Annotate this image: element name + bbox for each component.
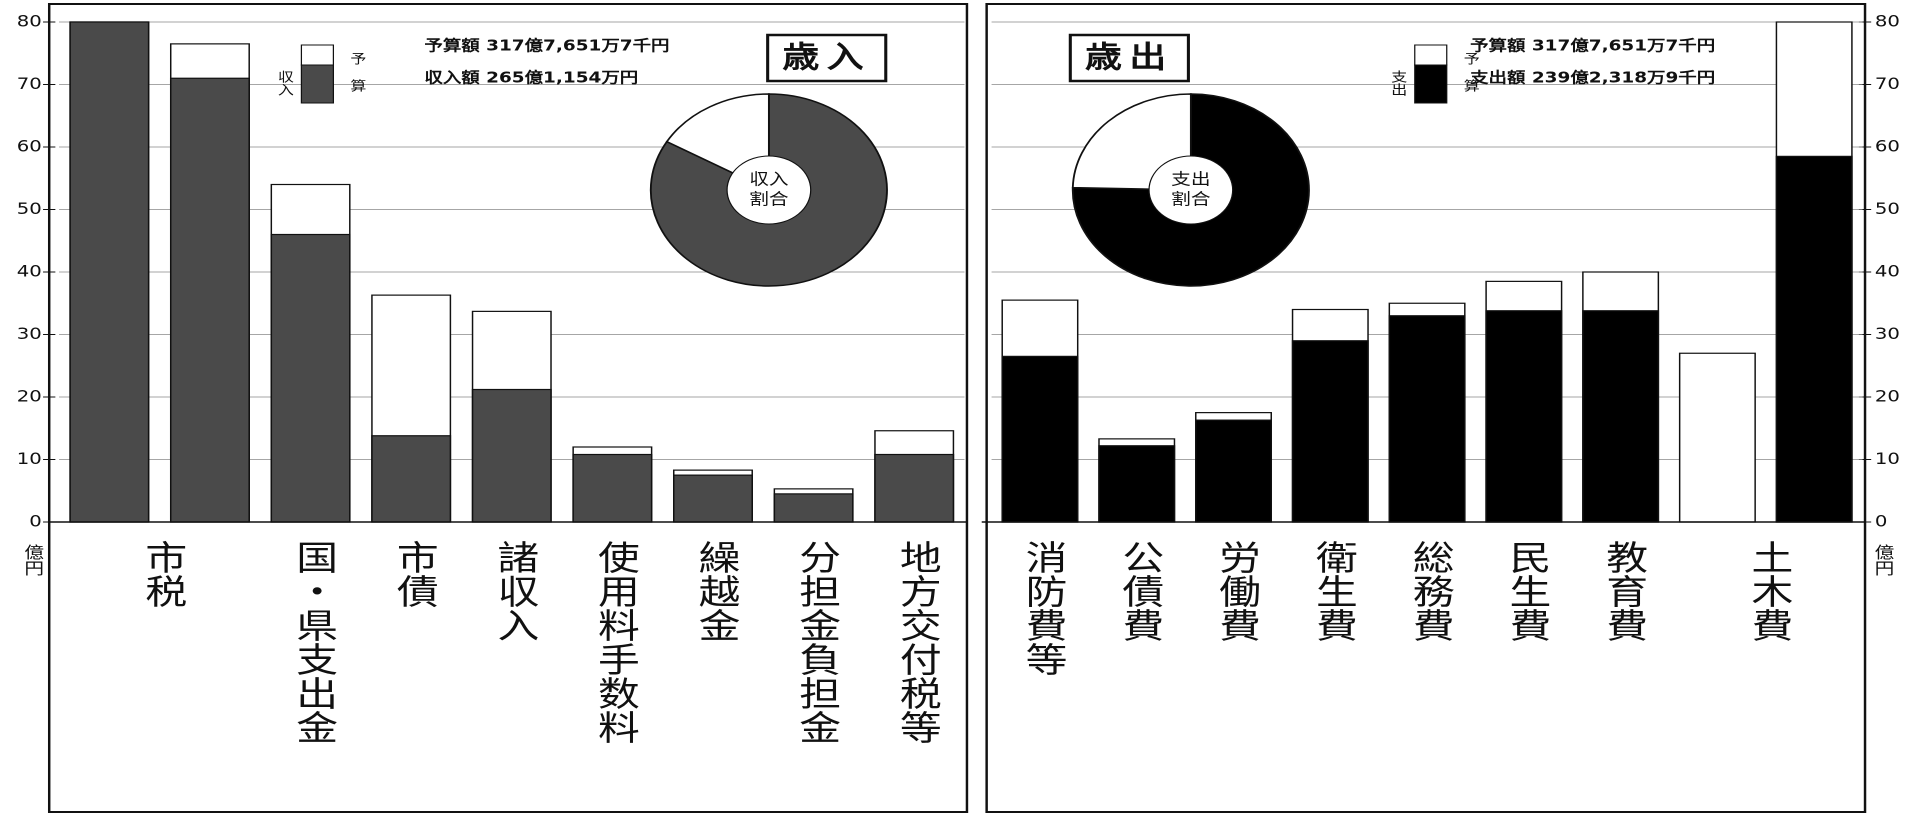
legend-label: 収入 — [275, 70, 294, 96]
legend-swatch — [1414, 44, 1448, 66]
y-unit: 億円 — [21, 544, 44, 577]
x-tick-label: 分担金負担金 — [792, 540, 840, 744]
x-tick-label: 総務費 — [1406, 540, 1454, 642]
actual-bar — [471, 388, 552, 523]
x-tick-label: 使用料手数料 — [591, 540, 639, 744]
left-panel — [47, 3, 969, 813]
actual-bar — [1195, 419, 1272, 523]
y-unit: 億円 — [1871, 544, 1894, 577]
legend-label: 支出 — [1389, 70, 1408, 96]
actual-bar — [1582, 310, 1660, 523]
x-tick-label: 市税 — [138, 540, 186, 609]
pie-hole — [726, 155, 812, 225]
actual-note: 支出額 239億2,318万9千円 — [1469, 68, 1715, 86]
legend-label: 予算 — [1461, 52, 1480, 106]
y-tick-label: 20 — [1875, 387, 1900, 406]
y-tick-label: 30 — [17, 325, 42, 344]
pie-label: 支出割合 — [1171, 170, 1210, 209]
y-tick-label: 60 — [17, 137, 42, 156]
x-tick-label: 繰越金 — [692, 540, 740, 642]
chart-title: 歳出 — [1085, 40, 1174, 75]
legend-swatch — [1414, 64, 1448, 104]
y-tick-label: 70 — [1875, 75, 1900, 94]
actual-bar — [1001, 355, 1079, 523]
title-box — [1068, 33, 1190, 83]
legend-swatch — [300, 64, 335, 104]
actual-bar — [1098, 445, 1176, 523]
y-tick-label: 0 — [1875, 512, 1888, 531]
y-tick-label: 0 — [29, 512, 42, 531]
legend-label: 予算 — [348, 52, 367, 106]
y-tick-label: 60 — [1875, 137, 1900, 156]
y-tick-label: 70 — [17, 75, 42, 94]
x-tick-label: 公債費 — [1115, 540, 1163, 642]
actual-bar — [169, 77, 250, 523]
y-tick-label: 80 — [1875, 12, 1900, 31]
budget-note: 予算額 317億7,651万7千円 — [424, 36, 669, 54]
actual-bar — [1388, 315, 1466, 523]
y-tick-label: 40 — [1875, 262, 1900, 281]
actual-bar — [773, 493, 854, 523]
y-tick-label: 80 — [17, 12, 42, 31]
y-tick-label: 10 — [17, 450, 42, 469]
x-tick-label: 民生費 — [1502, 540, 1550, 642]
y-tick-label: 50 — [1875, 200, 1900, 219]
right-panel — [985, 3, 1867, 813]
y-tick-label: 10 — [1875, 450, 1900, 469]
budget-note: 予算額 317億7,651万7千円 — [1470, 36, 1715, 54]
x-tick-label: 地方交付税等 — [893, 540, 941, 744]
y-tick-label: 40 — [17, 262, 42, 281]
actual-bar — [69, 21, 150, 523]
actual-bar — [1291, 340, 1369, 523]
x-tick-label: 国・県支出金 — [289, 540, 337, 744]
title-box — [766, 33, 888, 83]
actual-bar — [572, 453, 653, 523]
x-tick-label: 教育費 — [1599, 540, 1647, 642]
x-tick-label: 土木費 — [1744, 540, 1792, 642]
x-tick-label: 衛生費 — [1309, 540, 1357, 642]
y-tick-label: 50 — [17, 200, 42, 219]
actual-bar — [371, 435, 452, 523]
pie-slice — [1071, 93, 1310, 287]
pie-hole — [1148, 155, 1234, 225]
budget-bar — [1678, 352, 1756, 523]
y-tick-label: 30 — [1875, 325, 1900, 344]
actual-bar — [1775, 155, 1853, 523]
chart-title: 歳入 — [782, 40, 871, 75]
actual-bar — [874, 453, 955, 523]
x-tick-label: 労働費 — [1212, 540, 1260, 642]
pie-label: 収入割合 — [749, 170, 788, 209]
x-tick-label: 市債 — [390, 540, 438, 609]
x-tick-label: 諸収入 — [490, 540, 538, 642]
actual-note: 収入額 265億1,154万円 — [424, 68, 638, 86]
actual-bar — [673, 474, 753, 523]
y-tick-label: 20 — [17, 387, 42, 406]
legend-swatch — [300, 44, 335, 66]
x-tick-label: 消防費等 — [1019, 540, 1067, 676]
actual-bar — [270, 233, 351, 523]
actual-bar — [1485, 310, 1563, 523]
